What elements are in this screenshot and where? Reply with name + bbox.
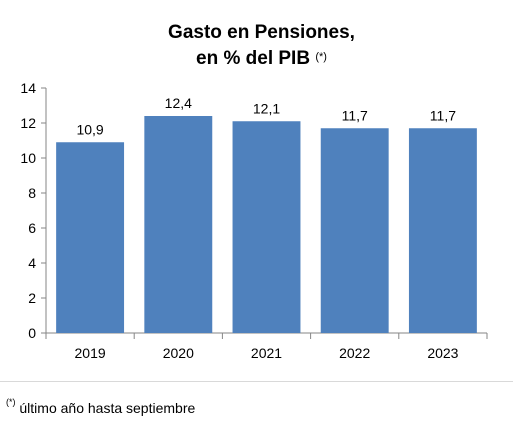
data-label: 12,4 — [165, 95, 192, 111]
y-tick-label: 4 — [28, 255, 36, 271]
x-tick-label: 2020 — [163, 345, 194, 361]
footnote-text: último año hasta septiembre — [15, 400, 196, 416]
title-footnote-mark: (*) — [315, 51, 327, 63]
chart-title: Gasto en Pensiones, en % del PIB (*) — [0, 20, 523, 72]
y-tick-label: 6 — [28, 220, 36, 236]
x-tick-label: 2019 — [75, 345, 106, 361]
bar — [232, 121, 301, 333]
title-line1: Gasto en Pensiones, — [168, 22, 355, 43]
data-label: 12,1 — [253, 100, 280, 116]
footnote-mark: (*) — [6, 397, 16, 407]
y-tick-label: 8 — [28, 185, 36, 201]
bar — [320, 128, 389, 333]
bar-chart: 0 2 4 6 8 10 12 14 10,9 2019 12,4 2020 12,1 2021 11,7 2… — [20, 80, 488, 361]
bar — [56, 142, 125, 333]
data-label: 11,7 — [342, 107, 368, 123]
bar — [408, 128, 477, 333]
y-tick-label: 0 — [28, 325, 36, 341]
footnote-divider — [0, 381, 513, 382]
bar — [144, 116, 213, 333]
footnote: (*) último año hasta septiembre — [6, 397, 196, 416]
data-label: 10,9 — [76, 121, 103, 137]
y-tick-label: 14 — [20, 80, 36, 96]
x-tick-label: 2021 — [251, 345, 282, 361]
title-line2: en % del PIB — [196, 48, 311, 69]
y-tick-label: 12 — [20, 115, 36, 131]
y-tick-label: 2 — [28, 290, 36, 306]
x-tick-label: 2022 — [339, 345, 370, 361]
y-tick-label: 10 — [20, 150, 36, 166]
data-label: 11,7 — [430, 107, 456, 123]
x-tick-label: 2023 — [427, 345, 458, 361]
